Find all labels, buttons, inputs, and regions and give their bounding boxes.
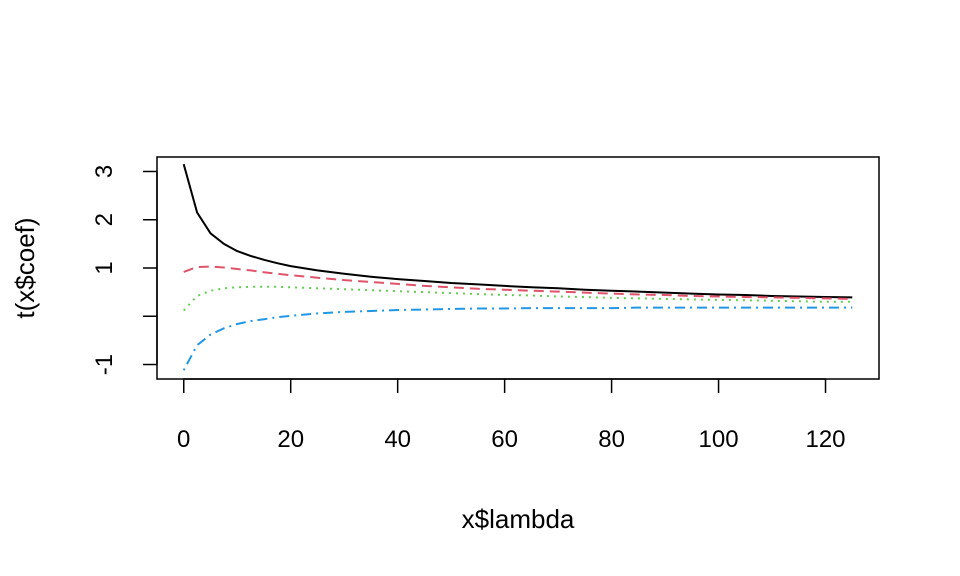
y-axis: -1 1 2 3 [91, 165, 158, 375]
x-tick-label: 100 [699, 426, 739, 453]
series-line-2 [183, 265, 853, 300]
series-line-3 [182, 285, 853, 312]
y-tick-label: -1 [91, 354, 118, 375]
plot-frame [156, 156, 880, 380]
x-tick-label: 20 [277, 426, 304, 453]
y-axis-title: t(x$coef) [10, 217, 40, 318]
x-tick-label: 80 [598, 426, 625, 453]
y-tick-label: 3 [91, 165, 118, 178]
series-layer [182, 163, 853, 371]
x-tick-label: 60 [491, 426, 518, 453]
series-line-4 [182, 306, 853, 371]
x-tick-label: 0 [177, 426, 190, 453]
y-tick-label: 2 [91, 213, 118, 226]
y-tick-label: 1 [91, 261, 118, 274]
x-tick-label: 40 [384, 426, 411, 453]
series-line-1 [182, 163, 853, 299]
x-axis-title: x$lambda [462, 504, 575, 534]
x-tick-label: 120 [805, 426, 845, 453]
x-axis: 0 20 40 60 80 100 120 [177, 378, 846, 453]
